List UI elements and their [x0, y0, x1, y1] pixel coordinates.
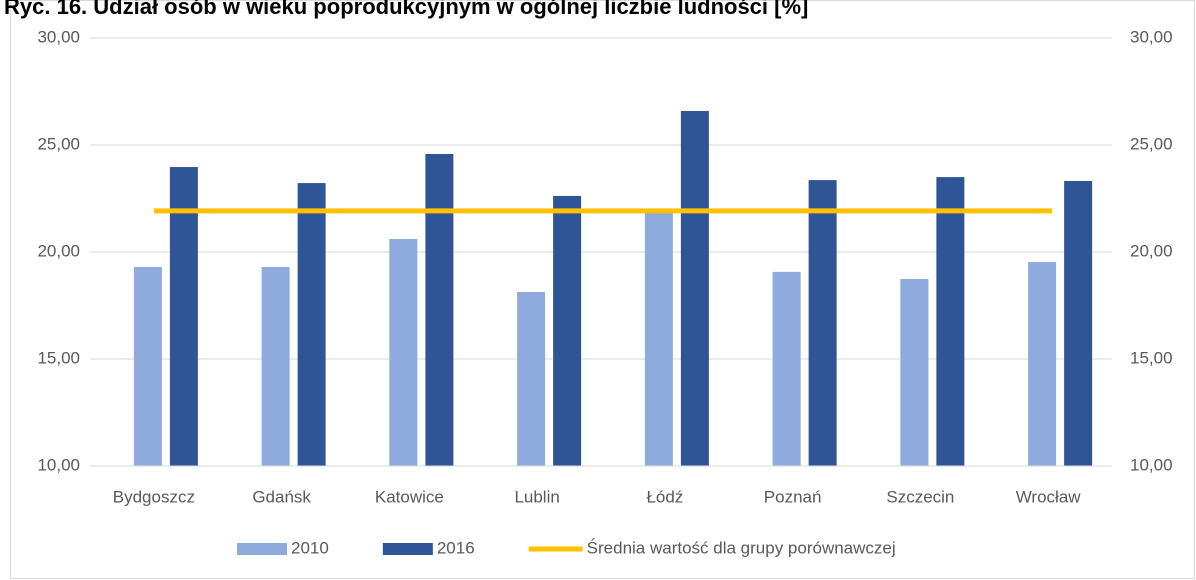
x-tick-label: Wrocław: [1016, 487, 1082, 506]
bar: [517, 292, 546, 466]
bar: [389, 238, 418, 466]
legend-label: Średnia wartość dla grupy porównawczej: [587, 538, 896, 557]
x-tick-label: Bydgoszcz: [113, 487, 195, 506]
bar: [900, 278, 929, 466]
bar: [772, 271, 801, 466]
y2-tick-label: 25,00: [1130, 134, 1173, 153]
x-tick-label: Łódź: [646, 487, 683, 506]
bar: [169, 167, 198, 467]
bar: [133, 266, 162, 466]
y2-tick-label: 10,00: [1130, 455, 1173, 474]
chart-title: Ryc. 16. Udział osób w wieku poprodukcyj…: [4, 0, 808, 19]
x-tick-label: Lublin: [514, 487, 559, 506]
bar: [680, 110, 709, 466]
y-tick-label: 10,00: [37, 455, 80, 474]
bar: [1028, 262, 1057, 466]
y-tick-label: 30,00: [37, 27, 80, 46]
y-tick-label: 25,00: [37, 134, 80, 153]
legend-label: 2016: [437, 538, 475, 557]
y2-tick-label: 15,00: [1130, 348, 1173, 367]
bar: [297, 183, 326, 467]
bar: [936, 177, 965, 466]
x-tick-label: Poznań: [764, 487, 822, 506]
y2-tick-label: 30,00: [1130, 27, 1173, 46]
legend-swatch: [382, 543, 433, 555]
bar: [1064, 180, 1093, 466]
bar: [644, 211, 673, 466]
bar: [261, 266, 290, 466]
x-tick-label: Szczecin: [886, 487, 954, 506]
y2-tick-label: 20,00: [1130, 241, 1173, 260]
x-tick-label: Gdańsk: [252, 487, 311, 506]
chart-frame: [10, 0, 1195, 579]
bar: [553, 195, 582, 466]
bar: [425, 153, 454, 466]
legend-label: 2010: [291, 538, 329, 557]
legend-swatch: [237, 543, 287, 555]
x-tick-label: Katowice: [375, 487, 444, 506]
y-tick-label: 15,00: [37, 348, 80, 367]
bar: [808, 180, 837, 466]
y-tick-label: 20,00: [37, 241, 80, 260]
